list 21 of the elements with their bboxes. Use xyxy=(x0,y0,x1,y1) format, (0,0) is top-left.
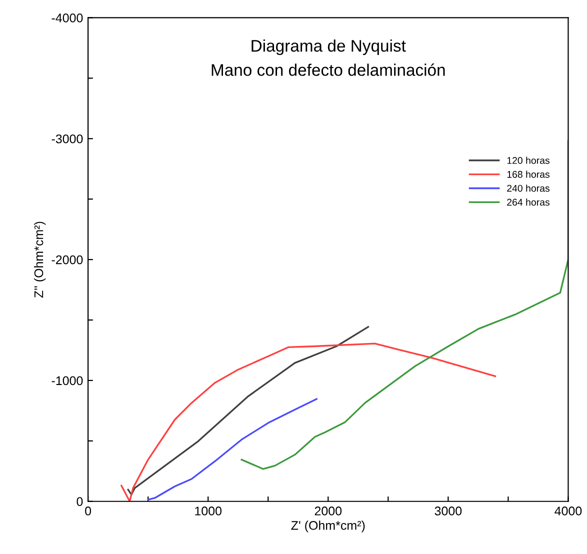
legend-label: 240 horas xyxy=(507,184,550,192)
y-axis-title: Z'' (Ohm*cm²) xyxy=(34,222,46,298)
text: Diagrama de Nyquist xyxy=(252,39,406,56)
x-tick-label: 0 xyxy=(85,506,92,516)
line-series xyxy=(127,326,370,496)
x-tick-label: 2000 xyxy=(314,506,342,516)
y-tick-label: -4000 xyxy=(52,14,83,22)
y-tick-label: -2000 xyxy=(52,255,83,264)
text: Mano con defecto delaminación xyxy=(212,63,445,76)
x-axis-title: Z' (Ohm*cm²) xyxy=(291,520,365,532)
legend-label: 264 horas xyxy=(507,198,550,206)
y-tick-label: 0 xyxy=(76,497,83,506)
x-tick-label: 1000 xyxy=(195,506,222,516)
x-tick-label: 3000 xyxy=(434,506,462,516)
legend-label: 168 horas xyxy=(507,170,550,178)
line-series xyxy=(147,398,318,501)
y-tick-label: -1000 xyxy=(52,376,83,386)
line-series xyxy=(120,342,496,502)
y-tick-label: -3000 xyxy=(52,134,83,144)
x-tick-label: 4000 xyxy=(554,506,582,516)
legend-label: 120 horas xyxy=(507,156,550,164)
